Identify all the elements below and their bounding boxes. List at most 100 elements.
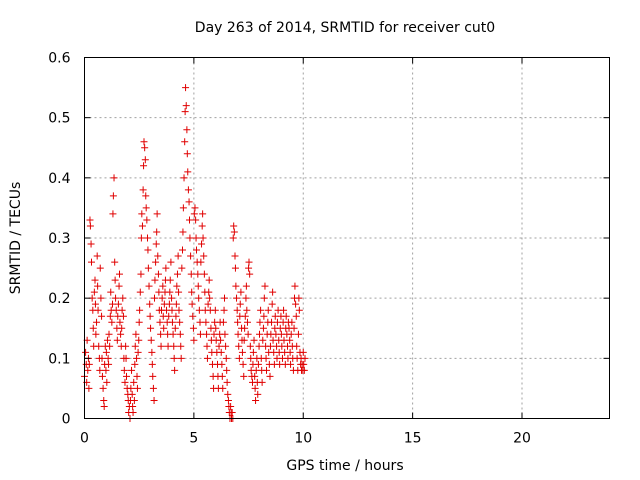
data-point [175, 288, 183, 296]
data-point [98, 354, 106, 362]
data-point [230, 228, 238, 236]
data-point [146, 312, 154, 320]
data-point [236, 300, 244, 308]
data-point [242, 294, 250, 302]
data-point [187, 270, 195, 278]
data-point [295, 294, 303, 302]
data-point [254, 390, 262, 398]
data-point [188, 288, 196, 296]
data-point [251, 372, 259, 380]
data-point [131, 360, 139, 368]
data-point [182, 102, 190, 110]
data-point [141, 156, 149, 164]
data-point [165, 312, 173, 320]
data-point [252, 396, 260, 404]
data-point [184, 168, 192, 176]
data-point [200, 270, 208, 278]
data-point [218, 360, 226, 368]
data-point [259, 324, 267, 332]
data-point [108, 318, 116, 326]
data-point [87, 240, 95, 248]
data-point [293, 342, 301, 350]
data-point [240, 372, 248, 380]
data-point [192, 216, 200, 224]
data-point [266, 342, 274, 350]
data-point [245, 264, 253, 272]
data-point [86, 216, 94, 224]
data-point [129, 402, 137, 410]
data-point [269, 288, 277, 296]
data-point [162, 264, 170, 272]
data-point [196, 330, 204, 338]
data-point [97, 294, 105, 302]
data-point [91, 300, 99, 308]
data-point [84, 366, 92, 374]
data-point [172, 300, 180, 308]
data-point [149, 372, 157, 380]
data-point [235, 354, 243, 362]
data-point [106, 342, 114, 350]
y-tick-label: 0.3 [48, 231, 70, 247]
data-point [99, 384, 107, 392]
data-point [144, 246, 152, 254]
data-point [128, 366, 136, 374]
data-point [219, 384, 227, 392]
data-point [136, 288, 144, 296]
data-point [93, 318, 101, 326]
data-point [168, 294, 176, 302]
data-point [132, 330, 140, 338]
data-point [123, 372, 130, 380]
data-point [128, 390, 136, 398]
y-tick-label: 0 [62, 412, 71, 428]
data-point [146, 300, 154, 308]
y-tick-label: 0.1 [48, 351, 70, 367]
data-point [151, 294, 158, 302]
data-point [299, 348, 307, 356]
data-point [117, 330, 125, 338]
data-point [259, 336, 267, 344]
data-point [197, 258, 205, 266]
data-point [286, 336, 294, 344]
data-point [152, 240, 160, 248]
data-point [141, 144, 149, 152]
data-point [195, 306, 203, 314]
data-point [116, 318, 124, 326]
data-point [231, 252, 239, 260]
data-point [100, 396, 108, 404]
data-point [238, 348, 246, 356]
data-point [92, 330, 100, 338]
data-point [223, 378, 231, 386]
data-point [185, 198, 193, 206]
data-point [251, 384, 259, 392]
data-point [114, 300, 122, 308]
axis-ticks [84, 57, 610, 419]
data-point [234, 330, 242, 338]
data-point [241, 324, 249, 332]
data-point [113, 336, 121, 344]
data-point [224, 390, 232, 398]
data-point [129, 408, 137, 416]
data-point [93, 252, 101, 260]
data-point [221, 330, 229, 338]
data-point [223, 366, 231, 374]
data-point [190, 336, 198, 344]
data-point [127, 384, 135, 392]
data-point [109, 210, 117, 218]
data-point [119, 294, 127, 302]
data-point [183, 126, 191, 134]
data-point [171, 366, 179, 374]
data-point [109, 300, 116, 308]
data-point [230, 222, 238, 230]
data-point [193, 246, 200, 254]
data-point [198, 240, 206, 248]
data-point [243, 306, 251, 314]
data-point [246, 342, 254, 350]
data-point [151, 276, 159, 284]
data-point [172, 312, 180, 320]
data-point [149, 384, 157, 392]
data-point [153, 228, 161, 236]
data-point [166, 276, 174, 284]
data-point [120, 366, 128, 374]
data-point [247, 354, 255, 362]
data-point [239, 360, 247, 368]
